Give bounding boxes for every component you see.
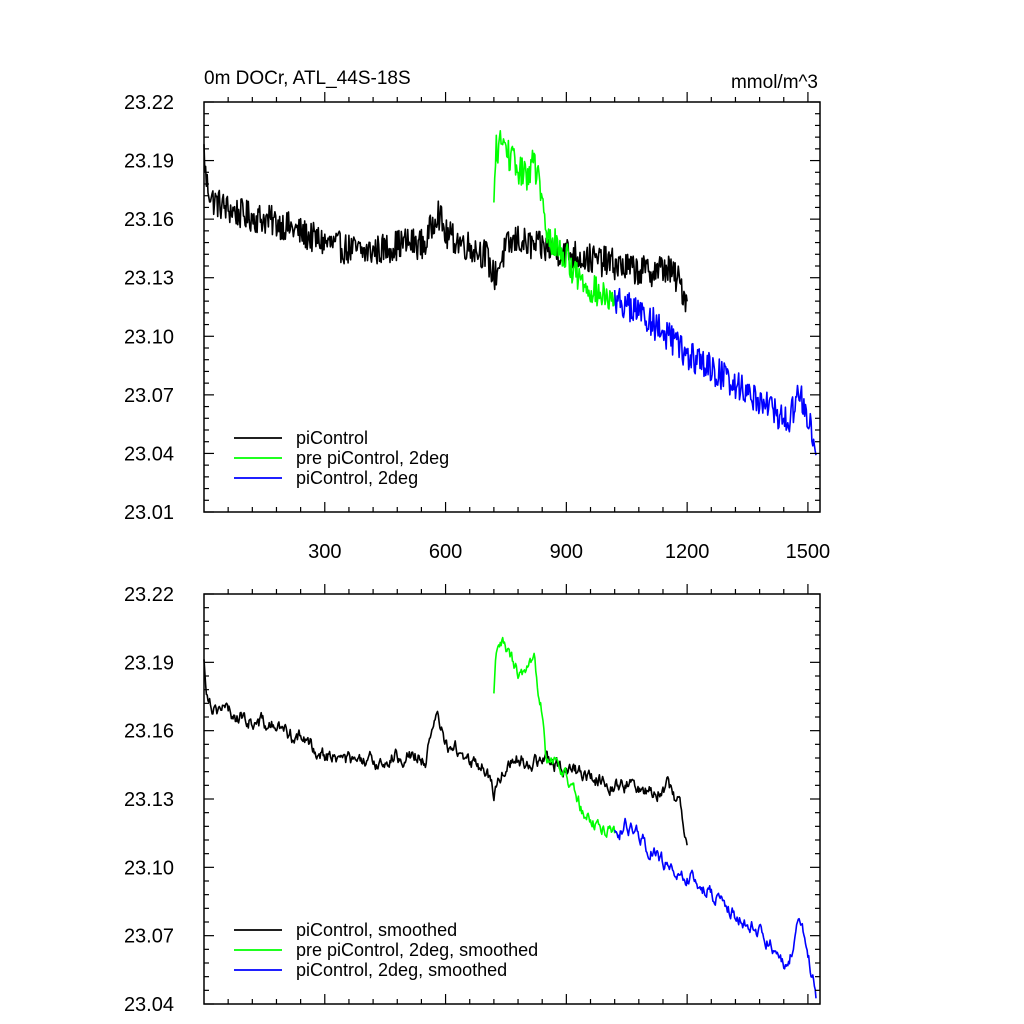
tick-labels-layer: 23.04 23.07 23.10 23.13 23.16 23.19 23.22: [124, 584, 174, 1016]
y-tick-label: 23.19: [124, 652, 174, 674]
y-tick-label: 23.22: [124, 584, 174, 606]
x-tick-label: 300: [308, 541, 341, 563]
bottom-panel: 23.04 23.07 23.10 23.13 23.16 23.19 23.22 piCo…: [124, 584, 821, 1016]
y-tick-label: 23.13: [124, 789, 174, 811]
y-tick-label: 23.10: [124, 857, 174, 879]
y-tick-label: 23.10: [124, 326, 174, 348]
y-tick-label: 23.22: [124, 92, 174, 114]
series-layer: [203, 636, 817, 999]
x-tick-label: 900: [550, 541, 583, 563]
top-panel: 0m DOCr, ATL_44S-18S mmol/m^3 23.01 23.04…: [124, 68, 830, 563]
series-line: [203, 659, 688, 846]
tick-labels-layer: 23.01 23.04 23.07 23.10 23.13 23.16 23.19 23.22…: [124, 92, 830, 563]
y-tick-label: 23.01: [124, 502, 174, 524]
x-tick-label: 1500: [786, 541, 831, 563]
plot-frame: [203, 593, 821, 1005]
chart-title: 0m DOCr, ATL_44S-18S: [204, 68, 411, 89]
series-line: [613, 287, 817, 456]
legend-label: pre piControl, 2deg, smoothed: [296, 940, 538, 960]
x-tick-label: 1200: [665, 541, 710, 563]
legend-label: pre piControl, 2deg: [296, 448, 449, 468]
ticks-layer: [204, 584, 820, 1005]
series-line: [613, 817, 817, 999]
y-tick-label: 23.04: [124, 443, 174, 465]
series-layer: [203, 130, 817, 456]
x-tick-label: 600: [429, 541, 462, 563]
legend-label: piControl: [296, 428, 368, 448]
legend-label: piControl, 2deg: [296, 468, 418, 488]
ticks-layer: [204, 92, 820, 513]
y-tick-label: 23.04: [124, 994, 174, 1016]
series-line: [493, 130, 616, 310]
plot-frame: [203, 101, 821, 513]
series-line: [203, 144, 688, 313]
legend-label: piControl, smoothed: [296, 920, 457, 940]
series-line: [493, 636, 616, 838]
y-tick-label: 23.16: [124, 209, 174, 231]
y-tick-label: 23.07: [124, 926, 174, 948]
y-tick-label: 23.07: [124, 385, 174, 407]
y-tick-label: 23.13: [124, 268, 174, 290]
legend-label: piControl, 2deg, smoothed: [296, 960, 507, 980]
y-tick-label: 23.16: [124, 721, 174, 743]
units-label: mmol/m^3: [731, 72, 818, 93]
y-tick-label: 23.19: [124, 151, 174, 173]
